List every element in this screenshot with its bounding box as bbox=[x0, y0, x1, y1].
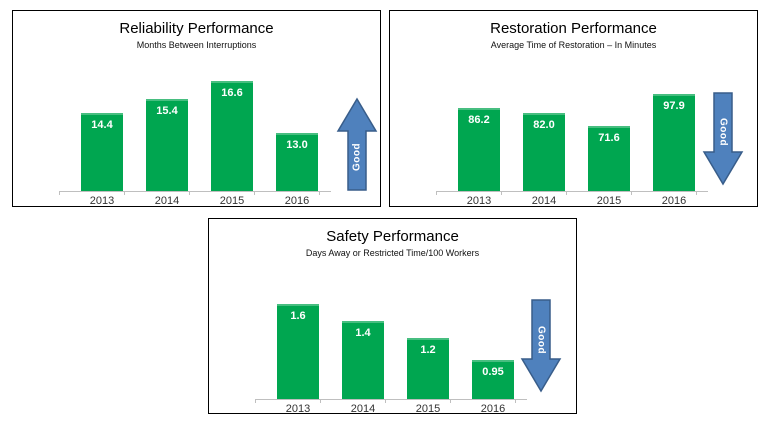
good-arrow-down-icon: Good bbox=[702, 92, 744, 186]
x-axis-label: 2015 bbox=[596, 195, 622, 207]
axis-tick bbox=[255, 400, 256, 403]
axis-tick bbox=[254, 192, 255, 195]
x-axis-label: 2013 bbox=[285, 403, 311, 415]
chart-title: Safety Performance bbox=[326, 228, 459, 245]
bar-2015: 71.6 bbox=[588, 126, 630, 191]
x-axis-label: 2016 bbox=[284, 195, 310, 207]
restoration-chart-panel: Restoration Performance Average Time of … bbox=[389, 10, 758, 207]
x-axis-label: 2016 bbox=[661, 195, 687, 207]
bar-value-label: 15.4 bbox=[156, 105, 178, 117]
bar-2013: 1.6 bbox=[277, 304, 319, 399]
bar-value-label: 14.4 bbox=[91, 119, 113, 131]
bar-2014: 15.4 bbox=[146, 99, 188, 191]
good-arrow-up-icon: Good bbox=[336, 97, 378, 191]
axis-tick bbox=[501, 192, 502, 195]
x-axis-line bbox=[59, 191, 331, 196]
chart-subtitle: Months Between Interruptions bbox=[136, 40, 257, 50]
x-axis-label: 2015 bbox=[219, 195, 245, 207]
axis-tick bbox=[515, 400, 516, 403]
bar-2016: 0.95 bbox=[472, 360, 514, 399]
bar-2014: 1.4 bbox=[342, 321, 384, 399]
x-axis-label: 2014 bbox=[531, 195, 557, 207]
bar-value-label: 1.6 bbox=[290, 310, 306, 322]
bar-value-label: 86.2 bbox=[468, 114, 490, 126]
good-arrow-label: Good bbox=[352, 143, 363, 171]
x-axis-line bbox=[255, 399, 527, 404]
plot-area: 1.6 2013 1.4 2014 1.2 2015 0.95 2016 bbox=[209, 219, 576, 415]
bar-2013: 14.4 bbox=[81, 113, 123, 191]
x-axis-label: 2013 bbox=[89, 195, 115, 207]
x-axis-label: 2015 bbox=[415, 403, 441, 415]
bar-2015: 16.6 bbox=[211, 81, 253, 191]
reliability-chart-panel: Reliability Performance Months Between I… bbox=[12, 10, 381, 207]
bar-2013: 86.2 bbox=[458, 108, 500, 191]
good-arrow-label: Good bbox=[536, 326, 547, 354]
chart-subtitle: Days Away or Restricted Time/100 Workers bbox=[305, 248, 480, 258]
bar-value-label: 0.95 bbox=[482, 366, 504, 378]
chart-title: Reliability Performance bbox=[119, 20, 274, 37]
x-axis-label: 2014 bbox=[350, 403, 376, 415]
axis-tick bbox=[566, 192, 567, 195]
axis-tick bbox=[124, 192, 125, 195]
good-arrow-label: Good bbox=[718, 118, 729, 146]
bar-2015: 1.2 bbox=[407, 338, 449, 399]
plot-area: 14.4 2013 15.4 2014 16.6 2015 13.0 2016 bbox=[13, 11, 380, 207]
bar-value-label: 1.2 bbox=[420, 344, 436, 356]
plot-area: 86.2 2013 82.0 2014 71.6 2015 97.9 2016 bbox=[390, 11, 757, 207]
bar-value-label: 1.4 bbox=[355, 327, 371, 339]
axis-tick bbox=[696, 192, 697, 195]
x-axis-label: 2016 bbox=[480, 403, 506, 415]
good-arrow-down-icon: Good bbox=[520, 299, 562, 393]
axis-tick bbox=[436, 192, 437, 195]
axis-tick bbox=[59, 192, 60, 195]
axis-tick bbox=[385, 400, 386, 403]
bar-value-label: 71.6 bbox=[598, 132, 620, 144]
bar-2014: 82.0 bbox=[523, 113, 565, 191]
axis-tick bbox=[189, 192, 190, 195]
axis-tick bbox=[319, 192, 320, 195]
bar-value-label: 13.0 bbox=[286, 139, 308, 151]
safety-chart-panel: Safety Performance Days Away or Restrict… bbox=[208, 218, 577, 415]
bar-2016: 13.0 bbox=[276, 133, 318, 191]
bar-value-label: 16.6 bbox=[221, 87, 243, 99]
bar-2016: 97.9 bbox=[653, 94, 695, 191]
chart-title: Restoration Performance bbox=[490, 20, 657, 37]
bar-value-label: 82.0 bbox=[533, 119, 555, 131]
axis-tick bbox=[320, 400, 321, 403]
x-axis-line bbox=[436, 191, 708, 196]
x-axis-label: 2014 bbox=[154, 195, 180, 207]
axis-tick bbox=[631, 192, 632, 195]
x-axis-label: 2013 bbox=[466, 195, 492, 207]
bar-value-label: 97.9 bbox=[663, 100, 685, 112]
chart-subtitle: Average Time of Restoration – In Minutes bbox=[490, 40, 657, 50]
axis-tick bbox=[450, 400, 451, 403]
